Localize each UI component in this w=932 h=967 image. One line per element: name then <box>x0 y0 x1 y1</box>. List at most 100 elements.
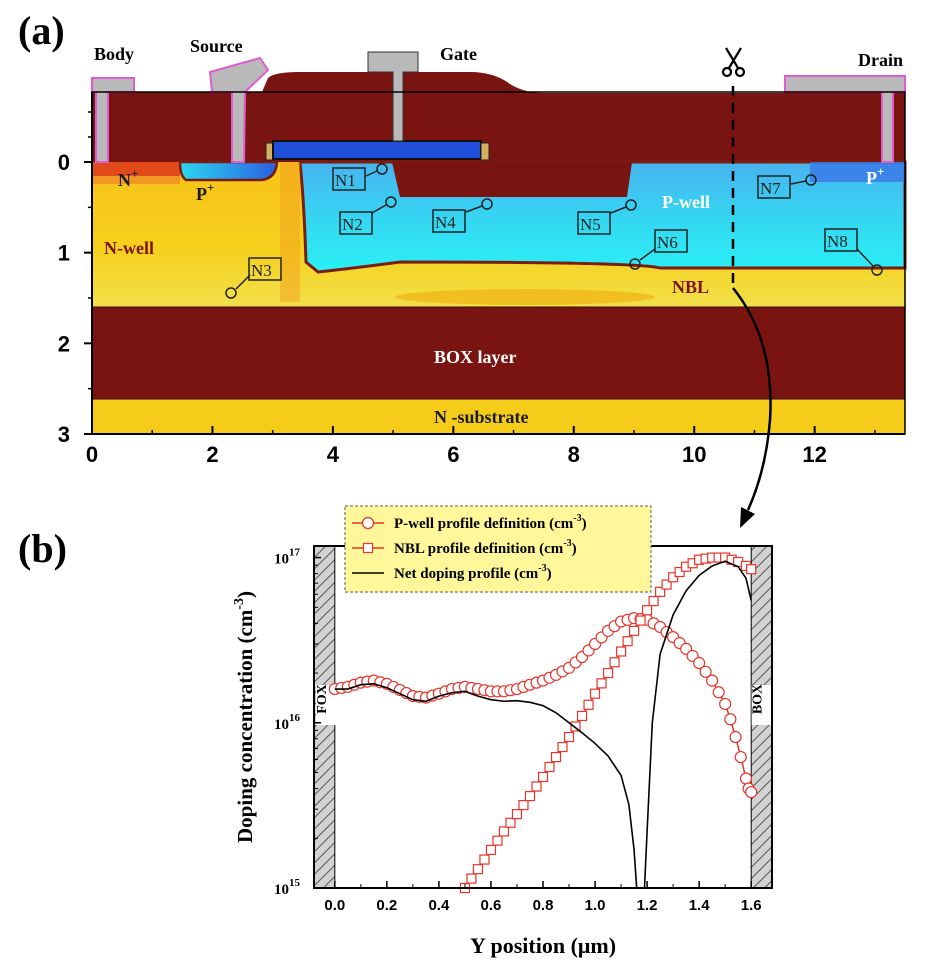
fox-label-bg <box>316 685 336 725</box>
nbl-point <box>746 564 757 575</box>
nbl-point <box>641 605 653 616</box>
node-n5: N5 <box>577 199 637 235</box>
svg-text:N4: N4 <box>435 213 456 232</box>
x-tick-label-a: 0 <box>86 442 98 467</box>
gate-poly <box>272 140 482 160</box>
x-tick-label-b: 0.2 <box>376 897 397 914</box>
cutline-arrow <box>732 287 772 511</box>
pwell-point <box>699 665 712 678</box>
node-n6: N6 <box>629 229 688 270</box>
node-n1: N1 <box>332 163 388 191</box>
pwell-point <box>734 750 747 764</box>
nbl-point <box>557 741 568 753</box>
pwell-point <box>724 713 737 726</box>
x-tick-label-b: 0.4 <box>428 897 450 914</box>
nbl-label: NBL <box>672 277 709 297</box>
svg-text:N2: N2 <box>342 215 363 234</box>
nbl-point <box>485 844 497 856</box>
x-axis-label: Y position (μm) <box>470 933 616 958</box>
nwell-edge-shade <box>280 162 300 302</box>
x-tick-label-b: 1.4 <box>689 897 711 914</box>
y-axis-label: Doping concentration (cm-3) <box>232 591 257 843</box>
svg-text:N6: N6 <box>657 233 678 252</box>
nbl-point <box>537 771 549 783</box>
svg-text:N5: N5 <box>580 215 601 234</box>
x-tick-label-a: 10 <box>682 442 706 467</box>
pwell-point <box>719 697 732 711</box>
pwell-point <box>729 730 742 744</box>
y-tick-label-a: 0 <box>58 150 70 175</box>
nbl-point <box>550 751 562 763</box>
legend-square-marker <box>362 542 374 554</box>
x-tick-label-b: 0.8 <box>533 897 554 914</box>
nwell-bottom-shade <box>395 289 655 305</box>
node-markers: N1 N2 N3 N4 N5 <box>225 163 883 299</box>
nbl-point <box>602 667 614 679</box>
svg-text:N8: N8 <box>827 232 848 251</box>
nbl-point <box>576 710 588 722</box>
nbl-point <box>524 790 536 802</box>
legend-label: P-well profile definition (cm-3) <box>394 513 587 532</box>
node-n3: N3 <box>225 257 282 299</box>
svg-text:N3: N3 <box>251 261 272 280</box>
nbl-point <box>544 761 555 773</box>
pwell-point <box>712 686 725 699</box>
doping-profile-chart: FOX BOX 0.0 0.2 0.4 0.6 0.8 1.0 1.2 1.4 1.6 1015 101… <box>232 505 773 958</box>
box-label-bg <box>751 685 772 725</box>
y-tick-label-a: 3 <box>58 422 70 447</box>
x-tick-label-a: 4 <box>327 442 340 467</box>
nbl-point <box>531 781 542 792</box>
terminal-drain-label: Drain <box>858 50 903 70</box>
y-tick-label-a: 2 <box>58 331 70 356</box>
box-oxide-label: BOX <box>751 684 766 714</box>
pwell-label: P-well <box>662 192 710 212</box>
nbl-point <box>622 636 633 647</box>
x-tick-label-a: 8 <box>568 442 580 467</box>
device-cross-section <box>91 51 907 435</box>
nplus-label: N+ <box>118 166 138 190</box>
nbl-point <box>635 615 646 626</box>
legend-label: Net doping profile (cm-3) <box>394 563 552 582</box>
x-tick-label-b: 1.6 <box>741 897 762 914</box>
nbl-point <box>674 566 685 578</box>
x-tick-label-a: 12 <box>802 442 826 467</box>
x-tick-label-b: 1.0 <box>585 897 606 914</box>
nbl-point <box>479 854 490 865</box>
pplus-drain-label: P+ <box>866 164 884 188</box>
x-tick-label-b: 1.2 <box>637 897 658 914</box>
panel-b-label: (b) <box>18 526 67 571</box>
cutline-arrowhead <box>740 507 755 528</box>
y-tick-label-b: 1017 <box>274 547 301 568</box>
substrate-label: N -substrate <box>434 407 529 427</box>
svg-text:N1: N1 <box>335 171 356 190</box>
nbl-point <box>498 826 510 837</box>
legend-box <box>344 505 652 593</box>
x-tick-label-a: 2 <box>206 442 218 467</box>
nbl-point <box>668 572 679 583</box>
nbl-point <box>518 800 529 811</box>
pplus-drain-region <box>810 162 905 182</box>
nbl-point <box>563 731 575 743</box>
pwell-point <box>693 656 706 670</box>
legend-label: NBL profile definition (cm-3) <box>394 538 577 557</box>
nbl-point <box>648 595 659 607</box>
y-tick-label-b: 1015 <box>274 877 301 898</box>
pplus-source-label: P+ <box>196 180 214 204</box>
terminal-source-label: Source <box>190 36 243 56</box>
legend: P-well profile definition (cm-3) NBL prof… <box>344 505 652 593</box>
nbl-point <box>596 678 607 689</box>
pwell-point <box>706 674 719 687</box>
nplus-region-fade <box>92 176 180 184</box>
nbl-point <box>628 625 640 636</box>
x-tick-label-b: 0.6 <box>481 897 502 914</box>
pwell-point <box>739 772 753 785</box>
nbl-point <box>505 817 516 828</box>
nbl-point <box>472 864 484 875</box>
node-n7: N7 <box>757 174 817 199</box>
y-tick-label-a: 1 <box>58 241 70 266</box>
nbl-point <box>511 809 523 820</box>
nbl-point <box>615 646 627 657</box>
terminal-body-label: Body <box>94 44 134 64</box>
nbl-point <box>609 657 620 668</box>
